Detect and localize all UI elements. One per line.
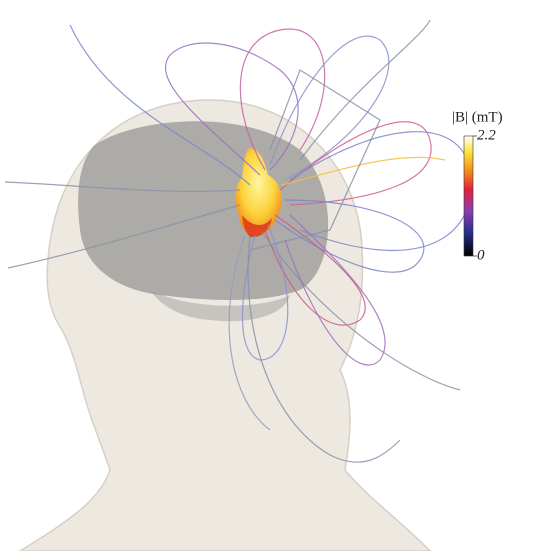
head-render: [20, 100, 430, 551]
brain: [78, 121, 328, 300]
colorbar-scale: [464, 136, 473, 256]
colorbar-tick-label: 0: [477, 247, 485, 263]
colorbar-tick-label: 2.2: [477, 127, 496, 143]
colorbar-title: |B| (mT): [452, 109, 503, 125]
figure: |B| (mT) 0 2.2: [0, 0, 539, 551]
colorbar: |B| (mT): [452, 109, 503, 125]
